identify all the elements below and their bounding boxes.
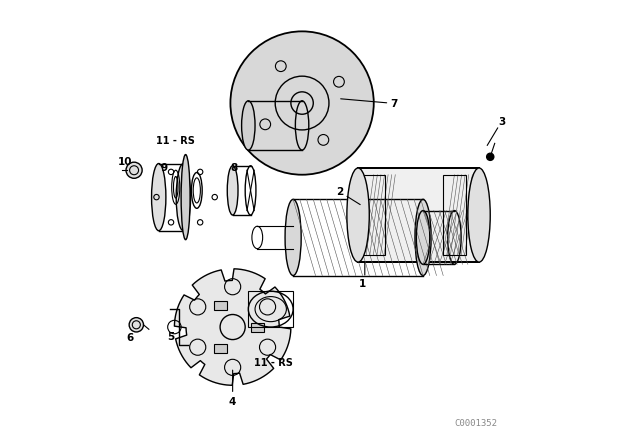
Circle shape	[486, 153, 494, 160]
Ellipse shape	[242, 101, 255, 150]
Bar	[251, 323, 264, 332]
Bar	[358, 168, 479, 262]
Bar	[214, 344, 227, 353]
Text: 4: 4	[229, 397, 236, 407]
Bar	[248, 291, 293, 327]
Ellipse shape	[285, 199, 301, 276]
Circle shape	[129, 318, 143, 332]
Ellipse shape	[415, 199, 431, 276]
Ellipse shape	[347, 168, 369, 262]
Ellipse shape	[181, 155, 190, 240]
Text: 6: 6	[126, 333, 133, 343]
Text: 10: 10	[118, 157, 132, 167]
Text: 7: 7	[390, 99, 397, 109]
Text: 9: 9	[161, 164, 168, 173]
Text: 11 - RS: 11 - RS	[253, 358, 292, 368]
Text: 2: 2	[337, 187, 344, 197]
Text: 1: 1	[359, 280, 366, 289]
Text: 11 - RS: 11 - RS	[156, 136, 195, 146]
Polygon shape	[175, 269, 291, 385]
Text: C0001352: C0001352	[454, 419, 497, 428]
Ellipse shape	[468, 168, 490, 262]
Bar	[358, 204, 368, 226]
Text: 3: 3	[498, 117, 505, 127]
Text: 5: 5	[168, 332, 175, 342]
Bar	[362, 175, 385, 255]
Ellipse shape	[176, 164, 191, 231]
Ellipse shape	[152, 164, 166, 231]
Bar	[443, 175, 466, 255]
Circle shape	[230, 31, 374, 175]
Circle shape	[126, 162, 142, 178]
Ellipse shape	[227, 166, 238, 215]
Text: 8: 8	[230, 163, 237, 173]
Bar	[214, 301, 227, 310]
